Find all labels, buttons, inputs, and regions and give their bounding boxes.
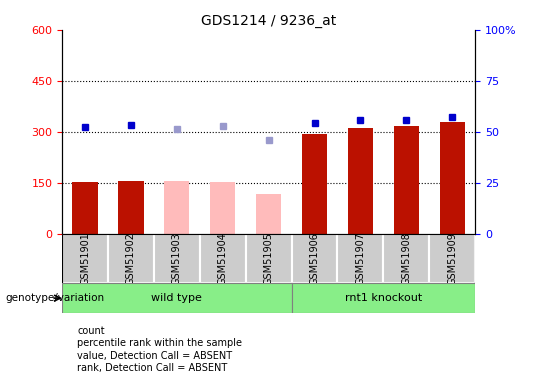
Text: GSM51909: GSM51909 xyxy=(447,232,457,285)
Bar xyxy=(440,122,465,234)
Bar xyxy=(200,234,246,283)
Text: GSM51903: GSM51903 xyxy=(172,232,182,285)
Bar xyxy=(62,283,292,313)
Text: genotype/variation: genotype/variation xyxy=(5,293,105,303)
Text: GSM51904: GSM51904 xyxy=(218,232,228,285)
Text: GSM51908: GSM51908 xyxy=(401,232,411,285)
Text: rank, Detection Call = ABSENT: rank, Detection Call = ABSENT xyxy=(77,363,227,373)
Bar xyxy=(292,234,338,283)
Bar xyxy=(210,182,235,234)
Bar xyxy=(246,234,292,283)
Bar xyxy=(429,234,475,283)
Bar xyxy=(256,194,281,234)
Bar xyxy=(394,126,419,234)
Bar xyxy=(164,180,190,234)
Text: GSM51906: GSM51906 xyxy=(309,232,320,285)
Text: rnt1 knockout: rnt1 knockout xyxy=(345,293,422,303)
Text: GSM51905: GSM51905 xyxy=(264,232,274,285)
Bar xyxy=(154,234,200,283)
Bar xyxy=(302,134,327,234)
Bar xyxy=(383,234,429,283)
Text: GSM51902: GSM51902 xyxy=(126,232,136,285)
Bar xyxy=(348,128,373,234)
Bar xyxy=(62,234,108,283)
Title: GDS1214 / 9236_at: GDS1214 / 9236_at xyxy=(201,13,336,28)
Bar xyxy=(338,234,383,283)
Bar xyxy=(72,182,98,234)
Text: count: count xyxy=(77,326,105,336)
Text: GSM51907: GSM51907 xyxy=(355,232,366,285)
Bar xyxy=(292,283,475,313)
Text: value, Detection Call = ABSENT: value, Detection Call = ABSENT xyxy=(77,351,232,361)
Bar xyxy=(108,234,154,283)
Text: percentile rank within the sample: percentile rank within the sample xyxy=(77,339,242,348)
Text: wild type: wild type xyxy=(151,293,202,303)
Bar xyxy=(118,180,144,234)
Text: GSM51901: GSM51901 xyxy=(80,232,90,285)
